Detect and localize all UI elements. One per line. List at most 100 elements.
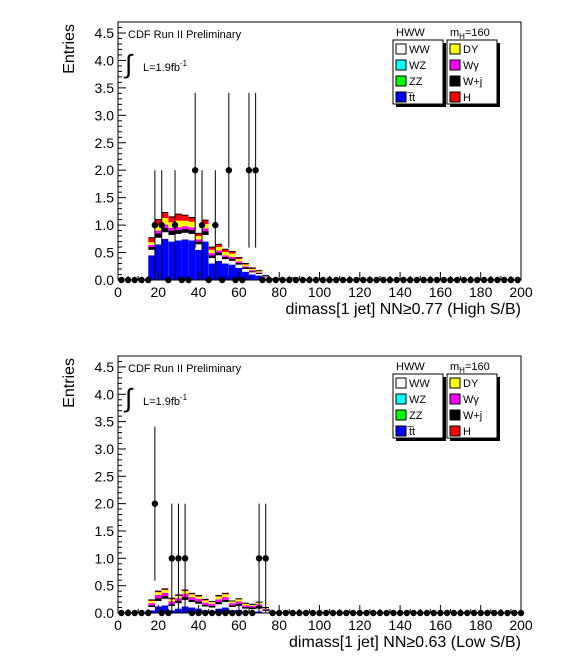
stack-bar-wg bbox=[208, 603, 216, 606]
x-tick-label: 0 bbox=[114, 617, 122, 633]
data-point bbox=[353, 276, 360, 284]
data-point bbox=[423, 609, 431, 617]
data-point bbox=[255, 555, 263, 562]
data-point bbox=[457, 609, 464, 617]
integral-symbol: ∫ bbox=[123, 383, 134, 413]
data-point bbox=[309, 609, 317, 617]
stack-bar-dy bbox=[228, 253, 236, 257]
data-point bbox=[225, 167, 233, 174]
legend-swatch bbox=[395, 409, 407, 421]
data-point bbox=[453, 276, 461, 284]
stack-bar-h bbox=[201, 220, 209, 225]
legend-label: ZZ bbox=[409, 410, 423, 422]
x-tick-label: 40 bbox=[191, 284, 207, 300]
stack-bar-wj bbox=[161, 596, 169, 599]
chart-panel-1: 0 20 40 60 80 100 120 140 160 180 200 0.0 0.5 1.0 1.5 2… bbox=[61, 21, 533, 318]
y-tick-label: 2.0 bbox=[95, 496, 115, 512]
data-point bbox=[151, 500, 159, 507]
legend-label: ZZ bbox=[409, 76, 423, 88]
data-point bbox=[289, 609, 296, 617]
y-tick-label: 0.5 bbox=[95, 245, 115, 261]
data-point bbox=[470, 609, 478, 617]
stack-bar-wg bbox=[175, 227, 182, 231]
stack-bar-wg bbox=[161, 592, 169, 597]
stack-bar-dy bbox=[249, 604, 256, 606]
data-point bbox=[168, 555, 176, 562]
stack-bar-wg bbox=[188, 227, 196, 231]
stack-bar-tt bbox=[188, 240, 196, 280]
stack-bar-wj bbox=[235, 262, 243, 265]
data-point bbox=[188, 609, 196, 617]
stack-bar-dy bbox=[161, 217, 169, 225]
data-point bbox=[373, 276, 380, 284]
stack-bar-wj bbox=[201, 231, 209, 235]
data-point bbox=[410, 609, 417, 617]
legend-title-left: HWW bbox=[396, 27, 425, 39]
stack-bar-wg bbox=[161, 224, 169, 228]
y-tick-label: 2.5 bbox=[95, 468, 115, 484]
stack-bar-ww bbox=[161, 598, 169, 606]
data-point bbox=[232, 276, 239, 284]
stack-bar-dy bbox=[228, 601, 236, 604]
stack-bar-ww bbox=[154, 600, 162, 607]
stack-bar-ww bbox=[168, 234, 176, 242]
stack-bar-wj bbox=[148, 605, 156, 607]
legend-label: WZ bbox=[409, 394, 426, 406]
stack-bar-wg bbox=[154, 230, 162, 234]
y-tick-label: 1.0 bbox=[95, 550, 115, 566]
stack-bar-tt bbox=[222, 263, 229, 280]
stack-bar-h bbox=[195, 233, 202, 237]
stack-bar-ww bbox=[208, 258, 216, 264]
stack-bar-ww bbox=[148, 606, 156, 611]
stack-bar-wj bbox=[255, 272, 263, 274]
stack-bar-dy bbox=[175, 220, 182, 228]
data-point bbox=[487, 276, 494, 284]
data-point bbox=[296, 609, 303, 617]
luminosity-label: L=1.9fb-1 bbox=[143, 59, 188, 74]
data-point bbox=[380, 276, 387, 284]
data-point bbox=[450, 609, 458, 617]
y-tick-label: 1.0 bbox=[95, 217, 115, 233]
data-point bbox=[370, 609, 377, 617]
data-point bbox=[430, 609, 437, 617]
data-point bbox=[118, 609, 125, 617]
stack-bar-dy bbox=[201, 224, 209, 229]
stack-bar-h bbox=[148, 599, 156, 601]
legend-label: W+j bbox=[463, 410, 482, 422]
y-tick-label: 4.5 bbox=[95, 359, 115, 375]
data-point bbox=[360, 276, 367, 284]
stack-bar-ww bbox=[289, 278, 297, 280]
stack-bar-wg bbox=[195, 239, 202, 242]
stack-bar-wj bbox=[242, 267, 249, 270]
stack-bar-ww bbox=[222, 259, 229, 264]
stack-bar-wj bbox=[215, 602, 223, 605]
data-point bbox=[124, 609, 132, 617]
data-point bbox=[427, 276, 434, 284]
x-tick-label: 20 bbox=[151, 284, 167, 300]
data-point bbox=[124, 276, 132, 284]
legend-swatch bbox=[449, 75, 461, 87]
stack-bar-ww bbox=[228, 606, 236, 611]
y-tick-label: 3.0 bbox=[95, 107, 115, 123]
data-point bbox=[400, 276, 407, 284]
data-point bbox=[312, 276, 320, 284]
data-point bbox=[131, 276, 138, 284]
x-tick-label: 20 bbox=[151, 617, 167, 633]
stack-bar-ww bbox=[215, 255, 223, 261]
stack-bar-h bbox=[235, 257, 243, 260]
data-point bbox=[195, 609, 202, 617]
stack-bar-wg bbox=[222, 255, 229, 257]
data-point bbox=[178, 276, 186, 284]
data-point bbox=[229, 609, 236, 617]
stack-bar-wg bbox=[195, 598, 202, 602]
data-point bbox=[420, 276, 427, 284]
legend-swatch bbox=[449, 409, 461, 421]
data-point bbox=[212, 221, 219, 229]
data-point bbox=[447, 276, 454, 284]
stack-bar-dy bbox=[235, 259, 243, 262]
stack-bar-ww bbox=[188, 602, 196, 608]
stack-bar-wg bbox=[154, 594, 162, 599]
legend-swatch bbox=[449, 91, 461, 103]
data-point bbox=[138, 609, 145, 617]
